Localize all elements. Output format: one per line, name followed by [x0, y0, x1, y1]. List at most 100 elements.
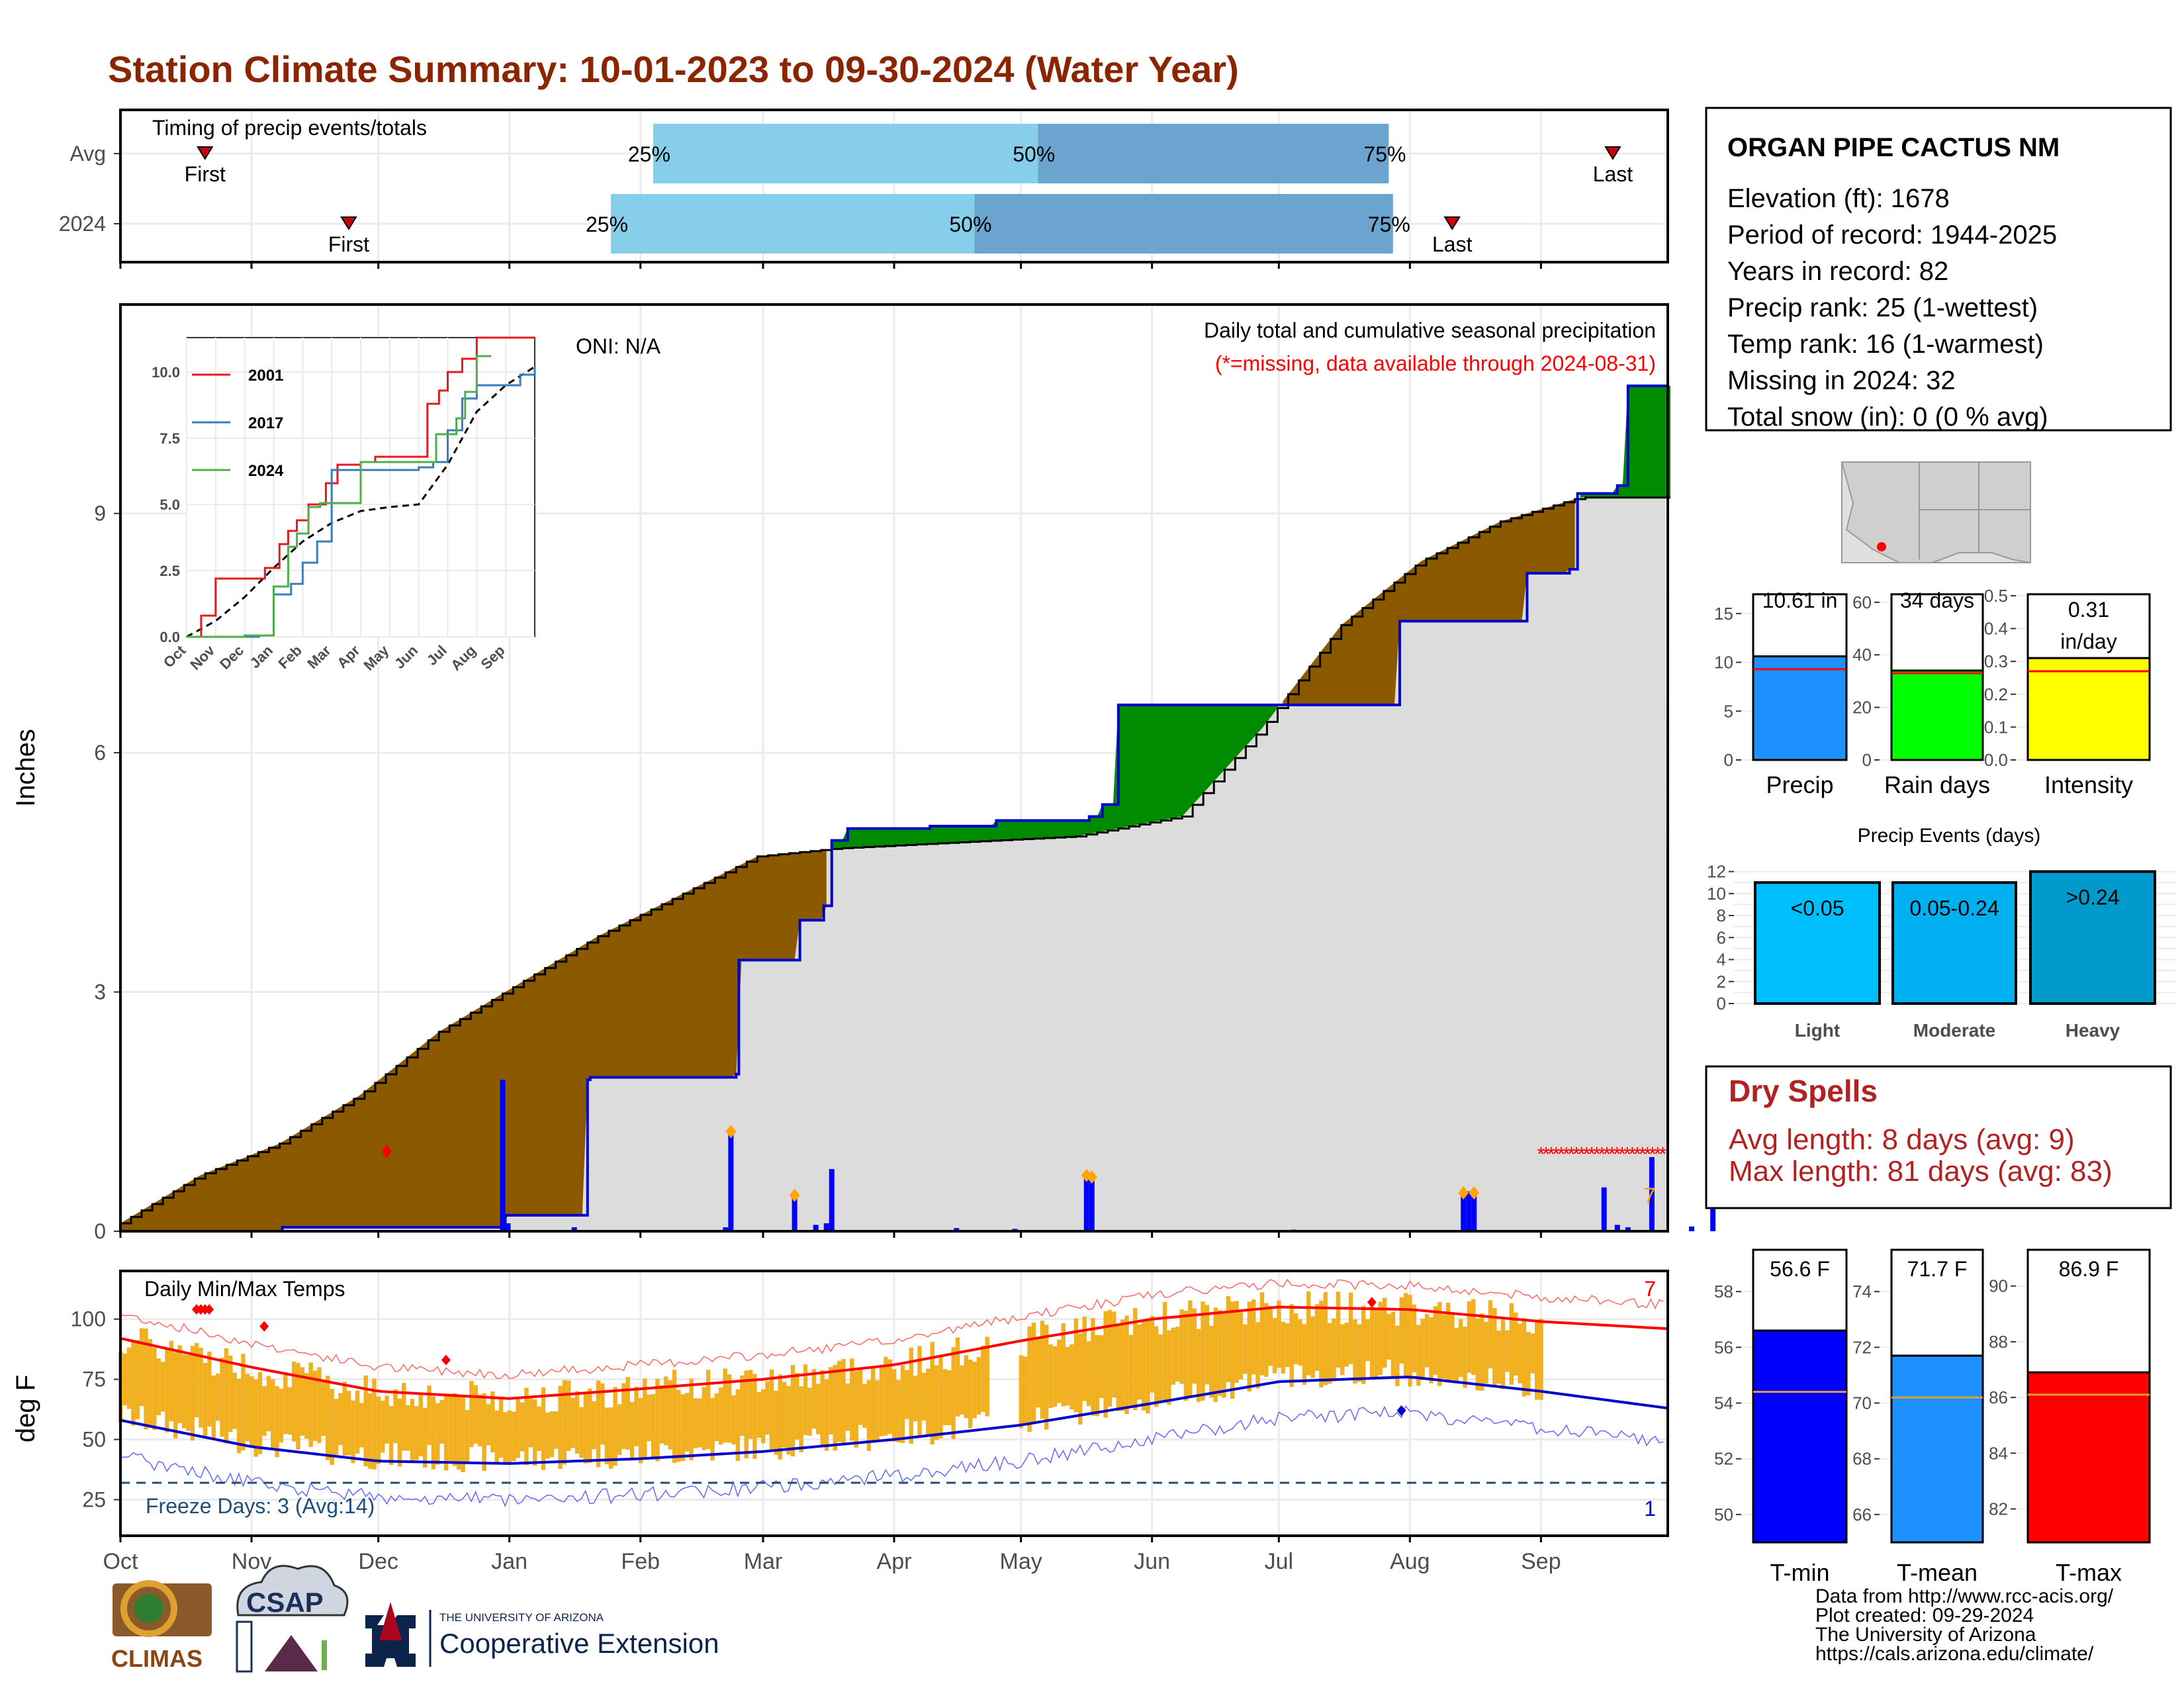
daily-temp-range-bar [435, 1403, 440, 1465]
daily-temp-range-bar [820, 1370, 825, 1446]
daily-precip-bar [829, 1169, 835, 1231]
daily-temp-range-bar [486, 1404, 491, 1446]
summary-tick-label: 10 [1714, 653, 1733, 673]
summary-value-box [1890, 593, 1984, 672]
first-event-marker [196, 146, 214, 160]
daily-temp-range-bar [165, 1349, 169, 1432]
cumulative-2024-line [120, 384, 1668, 1233]
daily-temp-range-bar [1069, 1344, 1074, 1410]
daily-temp-range-bar [257, 1372, 263, 1454]
daily-temp-range-bar [253, 1379, 258, 1457]
daily-temp-range-bar [422, 1407, 428, 1468]
missing-data-asterisk: * [1623, 1144, 1631, 1166]
daily-temp-range-bar [355, 1390, 360, 1454]
daily-temp-range-bar [553, 1411, 559, 1449]
daily-temp-range-bar [816, 1383, 821, 1434]
daily-temp-range-bar [1137, 1324, 1142, 1400]
daily-temp-range-bar [245, 1374, 250, 1442]
summary-value-label: 0.31 [2068, 598, 2109, 622]
summary-tick-label: 0.2 [1984, 684, 2008, 704]
daily-temp-range-bar [748, 1370, 753, 1439]
daily-temp-range-bar [824, 1379, 829, 1451]
precip-event-range: 0.05-0.24 [1909, 896, 1999, 920]
extreme-precip-marker [725, 1125, 737, 1139]
daily-temp-range-bar [1141, 1320, 1146, 1411]
daily-temp-range-bar [710, 1397, 715, 1461]
summary-bar-label: Intensity [2044, 771, 2133, 798]
precip-event-label: Light [1795, 1020, 1840, 1041]
daily-temp-range-bar [1073, 1318, 1079, 1413]
daily-temp-range-bar [338, 1393, 343, 1445]
temp-value-box [1752, 1248, 1848, 1332]
timing-row-label: 2024 [59, 212, 106, 236]
daily-temp-range-bar [1387, 1313, 1391, 1360]
daily-temp-range-bar [1509, 1303, 1514, 1385]
inset-line-2024 [187, 355, 492, 638]
daily-temp-range-bar [194, 1342, 199, 1417]
daily-temp-range-bar [270, 1379, 275, 1448]
temp-y-axis-label: deg F [11, 1375, 40, 1442]
daily-temp-range-bar [1475, 1318, 1480, 1391]
daily-temp-range-bar [1048, 1344, 1053, 1408]
summary-value-unit: in/day [2060, 630, 2116, 653]
daily-temp-range-bar [1277, 1300, 1281, 1368]
inset-y-tick-label: 7.5 [159, 430, 180, 447]
daily-precip-bar [1601, 1187, 1607, 1231]
daily-temp-range-bar [884, 1356, 888, 1436]
daily-precip-bar [500, 1080, 506, 1231]
daily-temp-range-bar [1154, 1326, 1159, 1407]
record-high-marker [205, 1304, 214, 1315]
daily-temp-range-bar [714, 1393, 719, 1441]
daily-temp-range-bar [698, 1398, 702, 1448]
daily-temp-range-bar [1023, 1356, 1028, 1425]
temp-summary-tick-label: 82 [1989, 1499, 2008, 1519]
daily-precip-bar [505, 1223, 511, 1231]
summary-value-label: 34 days [1900, 588, 1974, 612]
daily-temp-range-bar [330, 1388, 334, 1465]
timing-p25-label: 25% [628, 142, 670, 166]
daily-temp-range-bar [1230, 1301, 1235, 1399]
dry-spells-box: Dry Spells Avg length: 8 days (avg: 9) M… [1705, 1065, 2172, 1209]
summary-bar-label: Rain days [1884, 771, 1990, 798]
daily-temp-range-bar [1201, 1301, 1205, 1401]
daily-temp-range-bar [858, 1369, 863, 1425]
daily-temp-range-bar [287, 1387, 292, 1435]
daily-temp-range-bar [1390, 1311, 1396, 1378]
daily-temp-range-bar [503, 1412, 508, 1463]
daily-temp-range-bar [909, 1347, 913, 1444]
daily-temp-range-bar [545, 1412, 550, 1459]
daily-temp-range-bar [723, 1368, 727, 1443]
daily-temp-range-bar [381, 1400, 385, 1453]
station-line-0: Elevation (ft): 1678 [1727, 184, 1950, 213]
daily-temp-range-bar [985, 1336, 989, 1417]
daily-temp-range-bar [291, 1361, 296, 1442]
daily-temp-range-bar [528, 1398, 533, 1448]
temp-value-label: 86.9 F [2059, 1257, 2119, 1281]
missing-data-asterisk: * [1659, 1144, 1666, 1166]
daily-temp-range-bar [1082, 1316, 1087, 1401]
daily-temp-range-bar [760, 1389, 766, 1444]
temp-y-tick-label: 50 [82, 1428, 106, 1452]
temp-value-label: 56.6 F [1770, 1257, 1830, 1281]
daily-temp-range-bar [1213, 1307, 1218, 1403]
daily-temp-range-bar [1019, 1355, 1024, 1429]
inset-y-tick-label: 2.5 [159, 563, 180, 579]
daily-temp-range-bar [207, 1351, 212, 1427]
last-event-marker [1604, 146, 1621, 160]
daily-temp-range-bar [634, 1386, 639, 1446]
daily-precip-bar [1083, 1175, 1089, 1231]
daily-temp-range-bar [520, 1402, 525, 1452]
footer: CLIMAS CSAP THE UNIVERSITY OF ARIZONA Co… [111, 1565, 2114, 1673]
missing-data-asterisk: * [1583, 1144, 1591, 1166]
daily-temp-range-bar [215, 1374, 220, 1421]
average-min-temp-line [120, 1376, 1668, 1465]
daily-temp-range-bar [938, 1355, 943, 1438]
daily-temp-range-bar [279, 1388, 284, 1442]
daily-temp-range-bar [756, 1391, 761, 1438]
daily-precip-bar [728, 1131, 734, 1231]
ua-small-text: THE UNIVERSITY OF ARIZONA [439, 1611, 604, 1624]
daily-temp-range-bar [1518, 1323, 1522, 1383]
daily-temp-range-bar [1530, 1333, 1535, 1374]
daily-temp-range-bar [638, 1397, 643, 1464]
